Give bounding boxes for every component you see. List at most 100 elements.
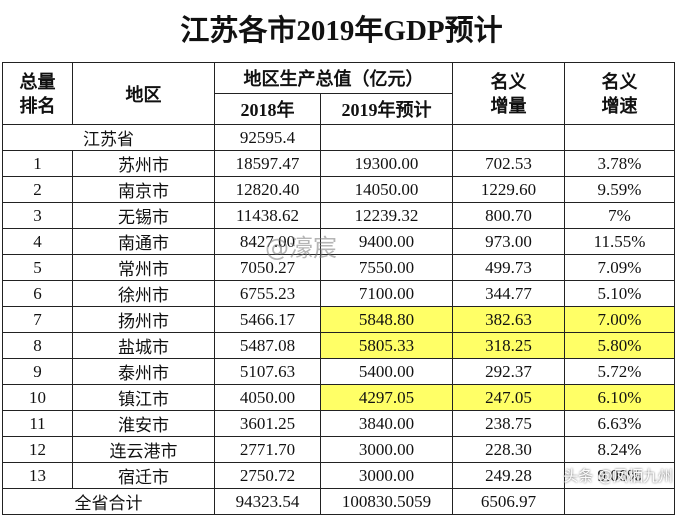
table-cell: 247.05 bbox=[452, 384, 565, 411]
table-row: 4 南通市 8427.00 9400.00 973.00 11.55% bbox=[2, 228, 675, 255]
table-cell: 3000.00 bbox=[320, 436, 453, 463]
table-cell: 7550.00 bbox=[320, 254, 453, 281]
table-cell bbox=[320, 124, 453, 151]
table-row: 5 常州市 7050.27 7550.00 499.73 7.09% bbox=[2, 254, 675, 281]
table-cell: 9400.00 bbox=[320, 228, 453, 255]
table-row: 9 泰州市 5107.63 5400.00 292.37 5.72% bbox=[2, 358, 675, 385]
header-text: 名义增量 bbox=[490, 71, 527, 116]
table-cell: 5 bbox=[2, 254, 73, 281]
table-cell: 5805.33 bbox=[320, 332, 453, 359]
table-cell: 11 bbox=[2, 410, 73, 437]
table-cell: 5107.63 bbox=[214, 358, 321, 385]
table-cell: 7100.00 bbox=[320, 280, 453, 307]
table-cell: 6.63% bbox=[564, 410, 675, 437]
table-cell bbox=[564, 124, 675, 151]
table-cell: 12239.32 bbox=[320, 202, 453, 229]
table-cell: 4297.05 bbox=[320, 384, 453, 411]
header-cell: 地区生产总值（亿元） bbox=[214, 62, 453, 94]
header-cell: 名义增速 bbox=[564, 62, 675, 125]
table-cell: 5.72% bbox=[564, 358, 675, 385]
table-cell: 3.78% bbox=[564, 150, 675, 177]
table-cell: 19300.00 bbox=[320, 150, 453, 177]
table-cell: 南通市 bbox=[72, 228, 215, 255]
table-cell: 南京市 bbox=[72, 176, 215, 203]
watermark: @濠宸 bbox=[265, 234, 337, 262]
table-cell: 宿迁市 bbox=[72, 462, 215, 489]
table-row: 7 扬州市 5466.17 5848.80 382.63 7.00% bbox=[2, 306, 675, 333]
table-cell: 3601.25 bbox=[214, 410, 321, 437]
table-cell: 3000.00 bbox=[320, 462, 453, 489]
table-cell: 6506.97 bbox=[452, 488, 565, 515]
table-cell: 淮安市 bbox=[72, 410, 215, 437]
table-cell: 5400.00 bbox=[320, 358, 453, 385]
table-cell: 94323.54 bbox=[214, 488, 321, 515]
header-cell: 2019年预计 bbox=[320, 93, 453, 125]
table-row: 2 南京市 12820.40 14050.00 1229.60 9.59% bbox=[2, 176, 675, 203]
title: 江苏各市2019年GDP预计 bbox=[180, 15, 503, 47]
table-row: 3 无锡市 11438.62 12239.32 800.70 7% bbox=[2, 202, 675, 229]
table-cell: 4 bbox=[2, 228, 73, 255]
header-cell: 总量排名 bbox=[2, 62, 73, 125]
page: 江苏各市2019年GDP预计 总量排名 地区 地区生产总值（亿元） 名义增量 名… bbox=[2, 15, 675, 515]
table-cell: 9.59% bbox=[564, 176, 675, 203]
table-cell: 6755.23 bbox=[214, 280, 321, 307]
table-cell: 14050.00 bbox=[320, 176, 453, 203]
table-cell: 13 bbox=[2, 462, 73, 489]
table-row: 11 淮安市 3601.25 3840.00 238.75 6.63% bbox=[2, 410, 675, 437]
table-cell: 无锡市 bbox=[72, 202, 215, 229]
table-cell: 7% bbox=[564, 202, 675, 229]
table-cell: 1229.60 bbox=[452, 176, 565, 203]
table-cell: 92595.4 bbox=[214, 124, 321, 151]
table-cell: 3840.00 bbox=[320, 410, 453, 437]
table-cell: 10 bbox=[2, 384, 73, 411]
table-row: 6 徐州市 6755.23 7100.00 344.77 5.10% bbox=[2, 280, 675, 307]
table-cell: 泰州市 bbox=[72, 358, 215, 385]
table-cell: 5.10% bbox=[564, 280, 675, 307]
table-cell: 5466.17 bbox=[214, 306, 321, 333]
table-cell: 228.30 bbox=[452, 436, 565, 463]
table-row: 江苏省 92595.4 bbox=[2, 124, 675, 151]
table-cell: 11438.62 bbox=[214, 202, 321, 229]
table-cell: 18597.47 bbox=[214, 150, 321, 177]
table-cell: 382.63 bbox=[452, 306, 565, 333]
table-cell: 292.37 bbox=[452, 358, 565, 385]
watermark: 头条 @凤栖九州 bbox=[563, 467, 673, 485]
table-cell: 12820.40 bbox=[214, 176, 321, 203]
table-cell: 5848.80 bbox=[320, 306, 453, 333]
table-cell: 苏州市 bbox=[72, 150, 215, 177]
table-cell: 2771.70 bbox=[214, 436, 321, 463]
table-cell: 973.00 bbox=[452, 228, 565, 255]
table-cell: 7 bbox=[2, 306, 73, 333]
header-text: 名义增速 bbox=[601, 71, 638, 116]
header-cell: 2018年 bbox=[214, 93, 321, 125]
table-cell: 6.10% bbox=[564, 384, 675, 411]
table-cell: 江苏省 bbox=[2, 124, 215, 151]
table-cell: 7050.27 bbox=[214, 254, 321, 281]
table-cell: 3 bbox=[2, 202, 73, 229]
header-cell: 名义增量 bbox=[452, 62, 565, 125]
table-cell: 702.53 bbox=[452, 150, 565, 177]
table-cell: 常州市 bbox=[72, 254, 215, 281]
table-cell: 扬州市 bbox=[72, 306, 215, 333]
table-cell: 5487.08 bbox=[214, 332, 321, 359]
table-cell: 238.75 bbox=[452, 410, 565, 437]
table-cell: 2750.72 bbox=[214, 462, 321, 489]
table-cell: 12 bbox=[2, 436, 73, 463]
table-cell: 1 bbox=[2, 150, 73, 177]
header-text: 总量排名 bbox=[19, 71, 56, 116]
table-cell: 盐城市 bbox=[72, 332, 215, 359]
table-cell: 8.24% bbox=[564, 436, 675, 463]
table-cell: 318.25 bbox=[452, 332, 565, 359]
table-cell: 徐州市 bbox=[72, 280, 215, 307]
gdp-table: 总量排名 地区 地区生产总值（亿元） 名义增量 名义增速 2018年 2019年… bbox=[2, 62, 675, 515]
table-cell: 8427.00 bbox=[214, 228, 321, 255]
table-row: 8 盐城市 5487.08 5805.33 318.25 5.80% bbox=[2, 332, 675, 359]
table-body: 江苏省 92595.4 1 苏州市 18597.47 19300.00 702.53 3.78… bbox=[2, 124, 675, 515]
header-cell: 地区 bbox=[72, 62, 215, 125]
table-cell: 9.06% bbox=[564, 462, 675, 489]
table-cell: 6 bbox=[2, 280, 73, 307]
table-cell: 499.73 bbox=[452, 254, 565, 281]
table-row: 10 镇江市 4050.00 4297.05 247.05 6.10% bbox=[2, 384, 675, 411]
table-cell: 800.70 bbox=[452, 202, 565, 229]
table-cell: 2 bbox=[2, 176, 73, 203]
